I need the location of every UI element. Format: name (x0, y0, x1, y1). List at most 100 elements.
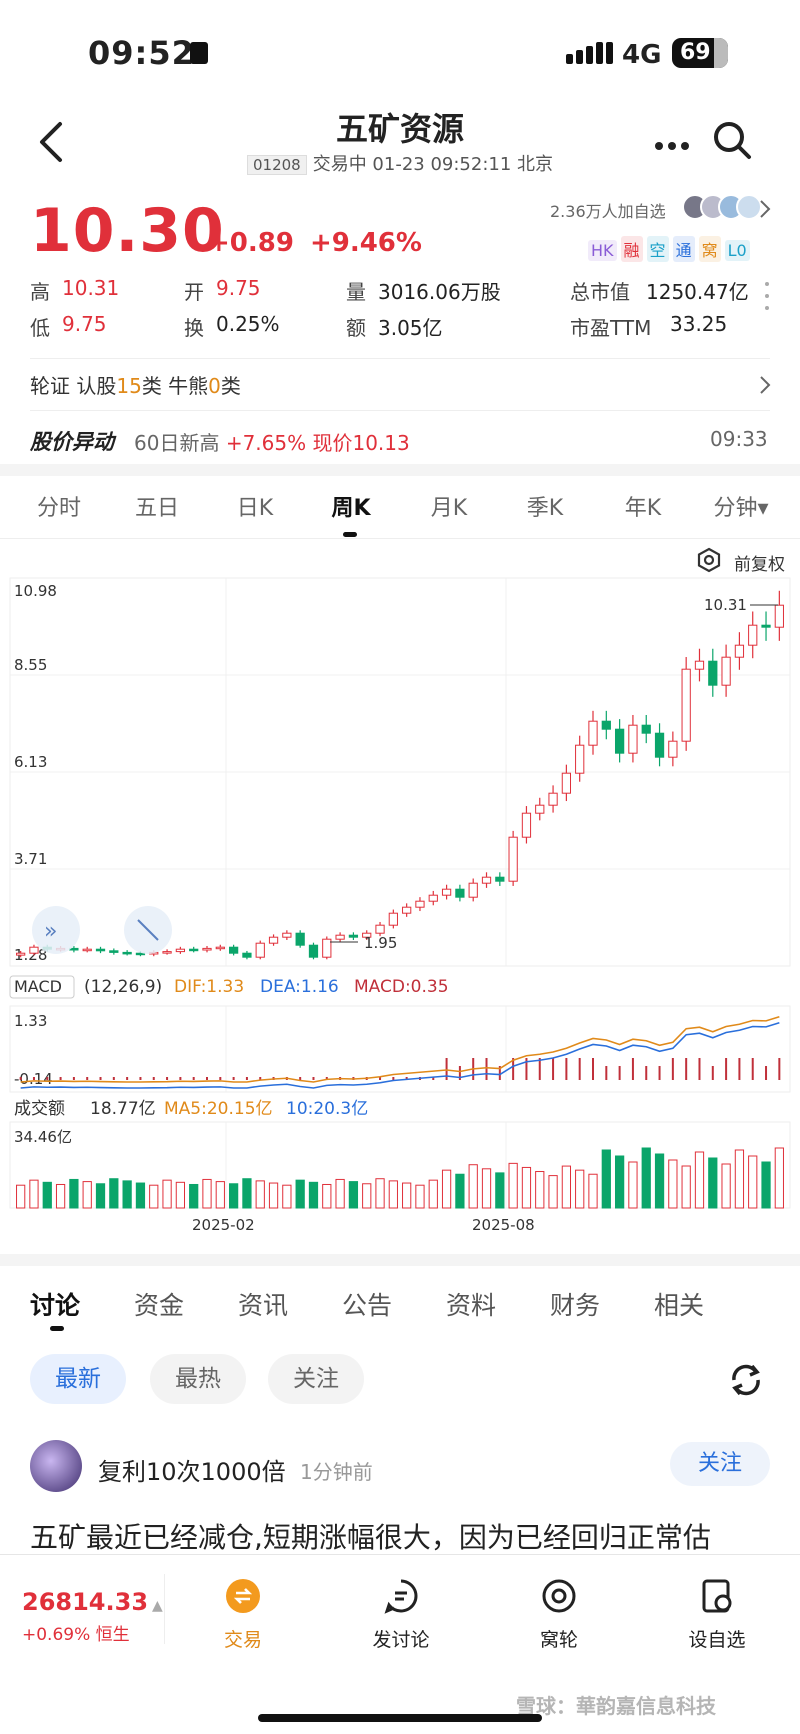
candle (122, 951, 132, 955)
abnormal-title: 股价异动 (30, 430, 114, 454)
macd-bar (166, 1077, 169, 1080)
volume-bar (455, 1173, 465, 1209)
macd-bar (578, 1058, 581, 1080)
follow-button[interactable]: 关注 (670, 1442, 770, 1486)
expand-icon[interactable] (764, 280, 770, 320)
candle (242, 952, 252, 958)
macd-params: (12,26,9) (84, 977, 162, 997)
tab-news[interactable]: 资讯 (238, 1291, 289, 1320)
zoom-button[interactable] (124, 906, 172, 954)
macd-bar (445, 1058, 448, 1080)
amount-value: 3.05亿 (378, 316, 443, 340)
macd-bar (126, 1077, 129, 1080)
nav-trade[interactable]: 交易 (188, 1578, 298, 1652)
volume-bar (122, 1180, 132, 1209)
open-label: 开 (184, 280, 204, 304)
volume-bar (69, 1178, 79, 1209)
volume-bar (628, 1161, 638, 1209)
volume-bar (388, 1180, 398, 1209)
volume-bar (614, 1155, 625, 1209)
nav-warrants[interactable]: 窝轮 (504, 1578, 614, 1652)
stock-tag: 窝 (698, 236, 721, 262)
index-change: +0.69% 恒生 (22, 1620, 130, 1645)
tab-zhouk[interactable]: 周K (331, 496, 371, 521)
adjust-label[interactable]: 前复权 (734, 555, 785, 575)
warrants-row[interactable]: 轮证 认股15类 牛熊0类 (30, 370, 241, 399)
nav-warrants-label: 窝轮 (539, 1629, 578, 1651)
candle (215, 946, 225, 950)
macd-bar (525, 1058, 528, 1080)
candle (734, 644, 745, 658)
filter-latest[interactable]: 最新 (30, 1354, 126, 1404)
macd-bar (299, 1077, 302, 1080)
back-icon[interactable] (36, 120, 66, 164)
candle (441, 888, 452, 896)
volume-ma10: 10:20.3亿 (286, 1099, 368, 1119)
volume-bar (335, 1178, 345, 1209)
trading-status: 交易中 01-23 09:52:11 北京 (312, 154, 554, 175)
tab-funds[interactable]: 资金 (134, 1291, 185, 1320)
volume-bar (535, 1171, 545, 1209)
candle (29, 946, 39, 954)
search-icon[interactable] (712, 120, 752, 160)
candle (481, 876, 492, 884)
candle (654, 732, 665, 758)
nav-watchlist[interactable]: 设自选 (662, 1578, 772, 1652)
filter-following[interactable]: 关注 (268, 1354, 364, 1404)
follower-count[interactable]: 2.36万人加自选 (550, 202, 666, 221)
tab-rik[interactable]: 日K (236, 496, 274, 521)
macd-bar (99, 1077, 102, 1080)
tab-fenzhong[interactable]: 分钟▾ (713, 496, 769, 521)
avatar[interactable] (30, 1440, 82, 1492)
macd-bar (778, 1058, 781, 1080)
x-tick: 2025-08 (472, 1216, 535, 1234)
tab-fenshi[interactable]: 分时 (36, 496, 81, 521)
volume-bar (575, 1169, 585, 1209)
nav-post[interactable]: 发讨论 (346, 1578, 456, 1652)
candle (694, 660, 705, 670)
bottom-bar (0, 1554, 800, 1734)
macd-plot (19, 1015, 781, 1089)
tab-discuss[interactable]: 讨论 (30, 1291, 81, 1320)
tab-related[interactable]: 相关 (654, 1291, 705, 1320)
chevron-right-icon[interactable] (758, 374, 772, 396)
candle (109, 950, 119, 953)
refresh-icon[interactable] (726, 1360, 766, 1400)
tab-jik[interactable]: 季K (526, 496, 564, 521)
more-icon[interactable] (654, 136, 690, 150)
volume-bar (641, 1147, 651, 1209)
status-time: 09:52 (88, 34, 195, 72)
macd-bar (32, 1077, 35, 1080)
macd-bar (379, 1077, 382, 1080)
kline-chart[interactable]: 10.98 8.55 6.13 3.71 1.28 10.31 1.95 » M… (0, 570, 800, 1260)
tab-announce[interactable]: 公告 (342, 1291, 393, 1320)
macd-y-tick: 1.33 (14, 1012, 47, 1030)
scroll-left-button[interactable]: » (32, 906, 80, 954)
volume-bar (362, 1183, 372, 1209)
volume-bar (721, 1163, 731, 1209)
pe-value: 33.25 (670, 312, 728, 336)
volume-bar (109, 1178, 119, 1209)
macd-bar (72, 1077, 75, 1080)
macd-bar (552, 1058, 555, 1080)
abnormal-desc[interactable]: 60日新高 +7.65% 现价10.13 (134, 427, 410, 456)
tab-niank[interactable]: 年K (624, 496, 662, 521)
tab-financials[interactable]: 财务 (550, 1291, 601, 1320)
tab-wuri[interactable]: 五日 (134, 496, 179, 521)
candle (588, 720, 598, 746)
tab-yuek[interactable]: 月K (430, 496, 468, 521)
index-value[interactable]: 26814.33 ▲ (22, 1588, 163, 1616)
candle (375, 924, 385, 934)
stock-tag: 空 (646, 236, 669, 262)
filter-hot[interactable]: 最热 (150, 1354, 246, 1404)
candle (335, 934, 345, 940)
tab-profile[interactable]: 资料 (446, 1291, 497, 1320)
post-text[interactable]: 五矿最近已经减仓,短期涨幅很大，因为已经回归正常估 (30, 1521, 711, 1554)
y-tick: 1.28 (14, 946, 47, 964)
macd-bar (112, 1077, 115, 1080)
volume-bar (175, 1181, 186, 1209)
macd-bar (139, 1077, 142, 1080)
settings-icon[interactable] (696, 547, 722, 573)
chevron-right-icon[interactable] (758, 198, 772, 220)
post-author[interactable]: 复利10次1000倍 (98, 1458, 286, 1486)
